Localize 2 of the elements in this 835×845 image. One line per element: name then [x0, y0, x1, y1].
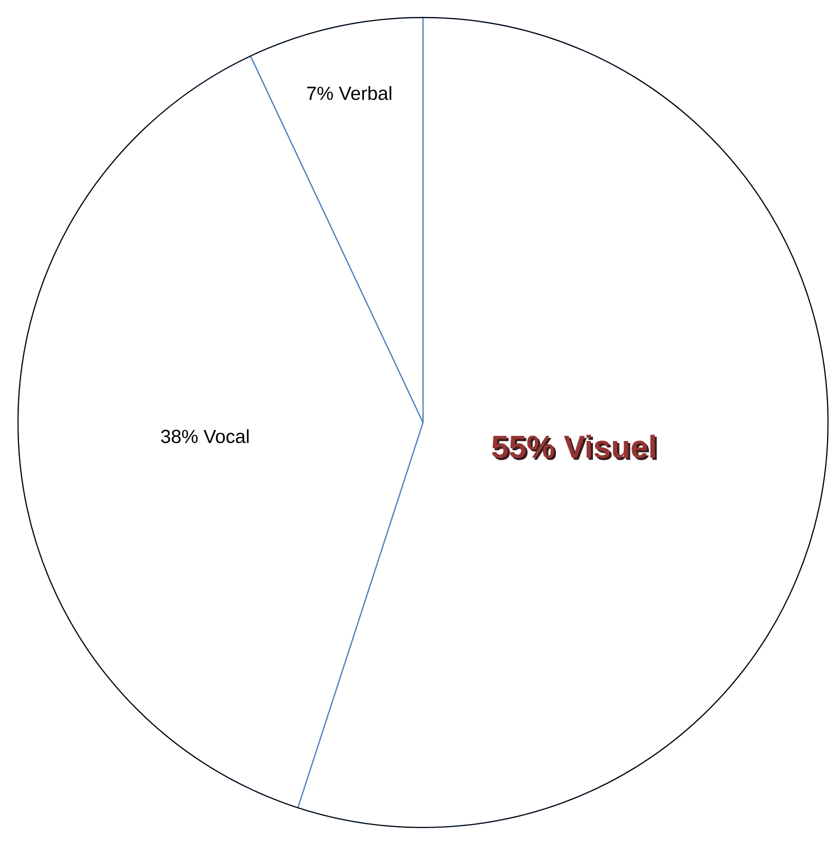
slice-label: 38% Vocal — [161, 429, 249, 444]
slice-label: 7% Verbal — [307, 86, 392, 100]
